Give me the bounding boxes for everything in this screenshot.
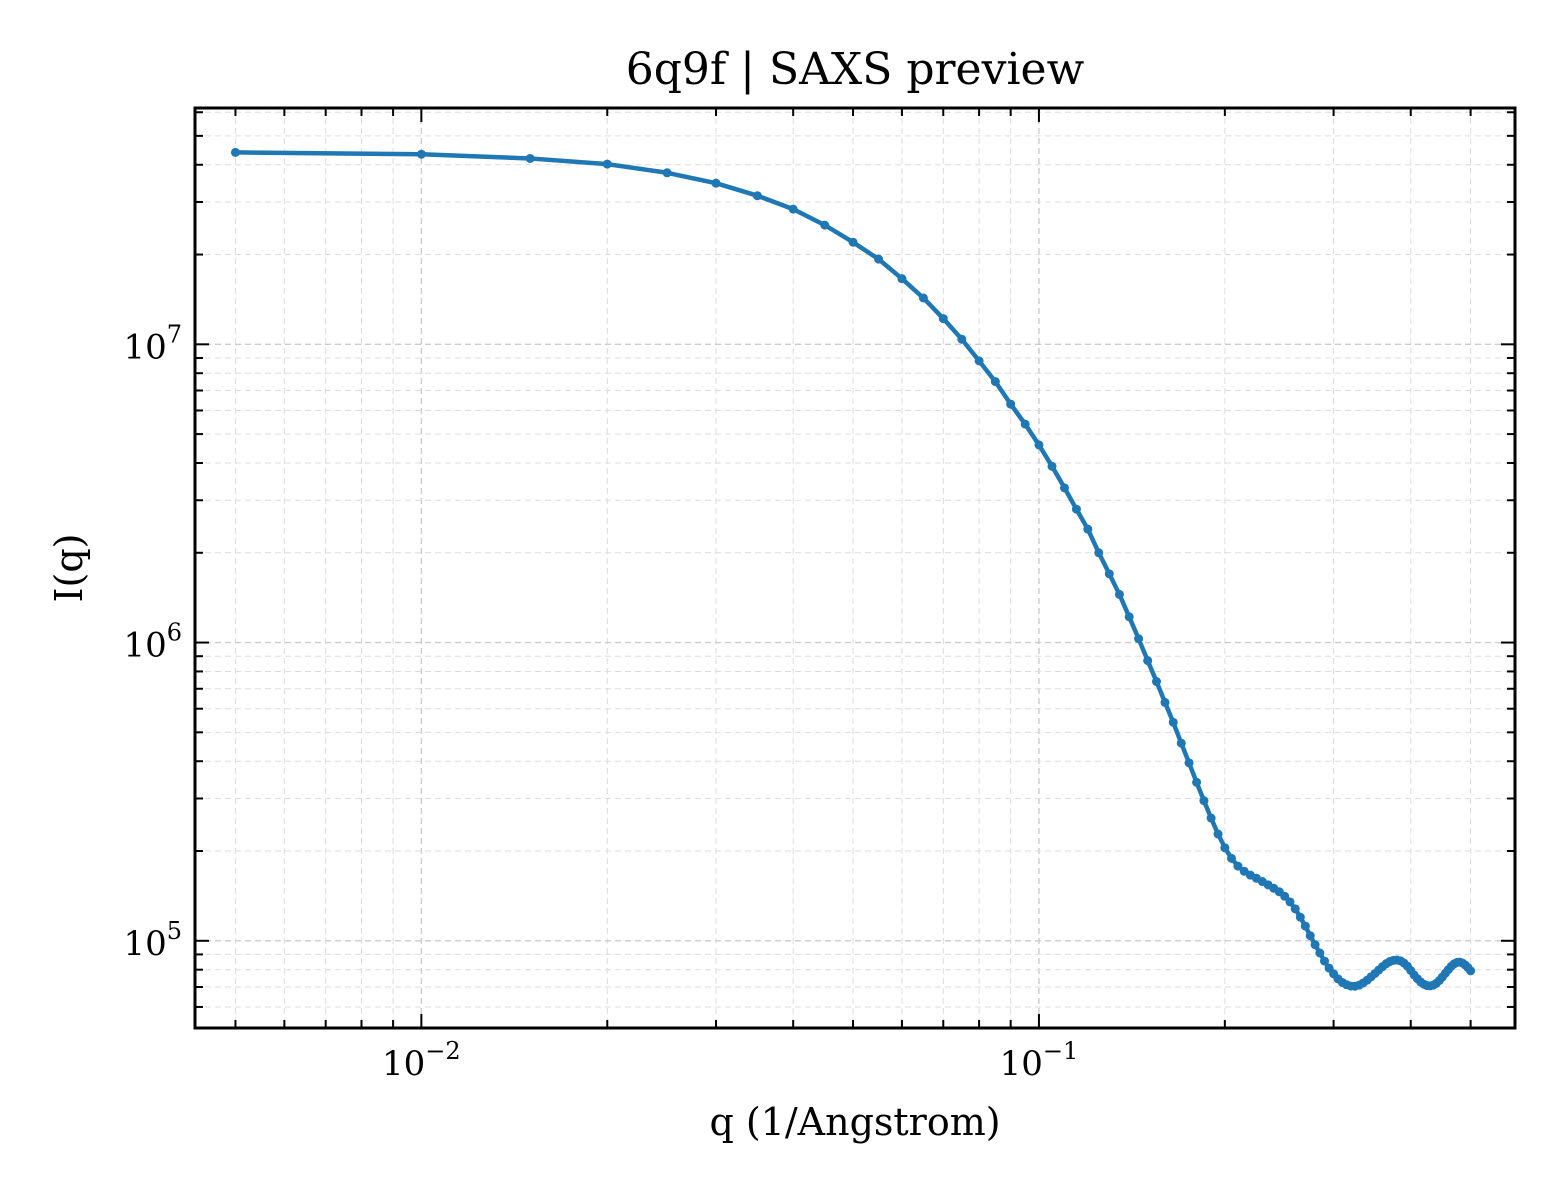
data-point xyxy=(1034,440,1044,450)
x-tick-label: 10−2 xyxy=(382,1037,461,1084)
axis-ticks xyxy=(195,108,1515,1028)
data-point xyxy=(1006,399,1016,409)
data-point xyxy=(1295,912,1305,922)
data-point xyxy=(897,274,907,284)
data-point xyxy=(1320,956,1330,966)
data-point xyxy=(1315,948,1325,958)
x-axis-label: q (1/Angstrom) xyxy=(709,1100,1000,1144)
data-point xyxy=(1192,777,1202,787)
data-point xyxy=(416,149,426,159)
chart-title: 6q9f | SAXS preview xyxy=(626,44,1085,95)
data-point xyxy=(1285,897,1295,907)
data-point xyxy=(1047,461,1057,471)
data-point xyxy=(1083,524,1093,534)
data-point xyxy=(662,168,672,178)
data-point xyxy=(1310,940,1320,950)
data-point xyxy=(1124,612,1134,622)
data-point xyxy=(1134,634,1144,644)
data-point xyxy=(820,220,830,230)
data-point xyxy=(1160,697,1170,707)
data-point xyxy=(938,314,948,324)
data-point xyxy=(1060,483,1070,493)
data-point xyxy=(752,191,762,201)
data-point xyxy=(1184,758,1194,768)
data-point xyxy=(990,377,1000,387)
data-point xyxy=(1466,966,1476,976)
data-point xyxy=(1143,656,1153,666)
data-point xyxy=(1104,569,1114,579)
data-point xyxy=(1199,796,1209,806)
data-point xyxy=(1226,853,1236,863)
y-tick-label: 106 xyxy=(123,619,182,666)
data-point xyxy=(1114,589,1124,599)
data-point xyxy=(1280,891,1290,901)
data-point xyxy=(1290,904,1300,914)
grid-lines xyxy=(195,108,1515,1028)
y-tick-labels: 105 106 107 xyxy=(123,320,182,963)
data-point xyxy=(1233,861,1243,871)
data-point xyxy=(1300,921,1310,931)
data-point xyxy=(1168,717,1178,727)
data-point xyxy=(525,153,535,163)
data-point xyxy=(1220,843,1230,853)
x-tick-label: 10−1 xyxy=(1000,1037,1079,1084)
data-point xyxy=(602,159,612,169)
data-point xyxy=(230,147,240,157)
y-axis-label: I(q) xyxy=(47,534,91,603)
data-point xyxy=(1151,677,1161,687)
series-layer xyxy=(230,147,1476,991)
data-point xyxy=(874,254,884,264)
data-point xyxy=(1305,931,1315,941)
data-point xyxy=(1206,813,1216,823)
data-point xyxy=(1213,829,1223,839)
data-point xyxy=(918,293,928,303)
data-point xyxy=(974,356,984,366)
data-point xyxy=(1020,419,1030,429)
data-point xyxy=(1094,548,1104,558)
data-point xyxy=(957,334,967,344)
data-point xyxy=(788,204,798,214)
data-point xyxy=(711,178,721,188)
x-tick-labels: 10−2 10−1 xyxy=(382,1037,1078,1084)
y-tick-label: 107 xyxy=(123,320,182,367)
data-point xyxy=(848,237,858,247)
data-point xyxy=(1071,504,1081,514)
plot-frame xyxy=(193,106,1517,1030)
y-tick-label: 105 xyxy=(123,917,182,964)
data-point xyxy=(1176,738,1186,748)
